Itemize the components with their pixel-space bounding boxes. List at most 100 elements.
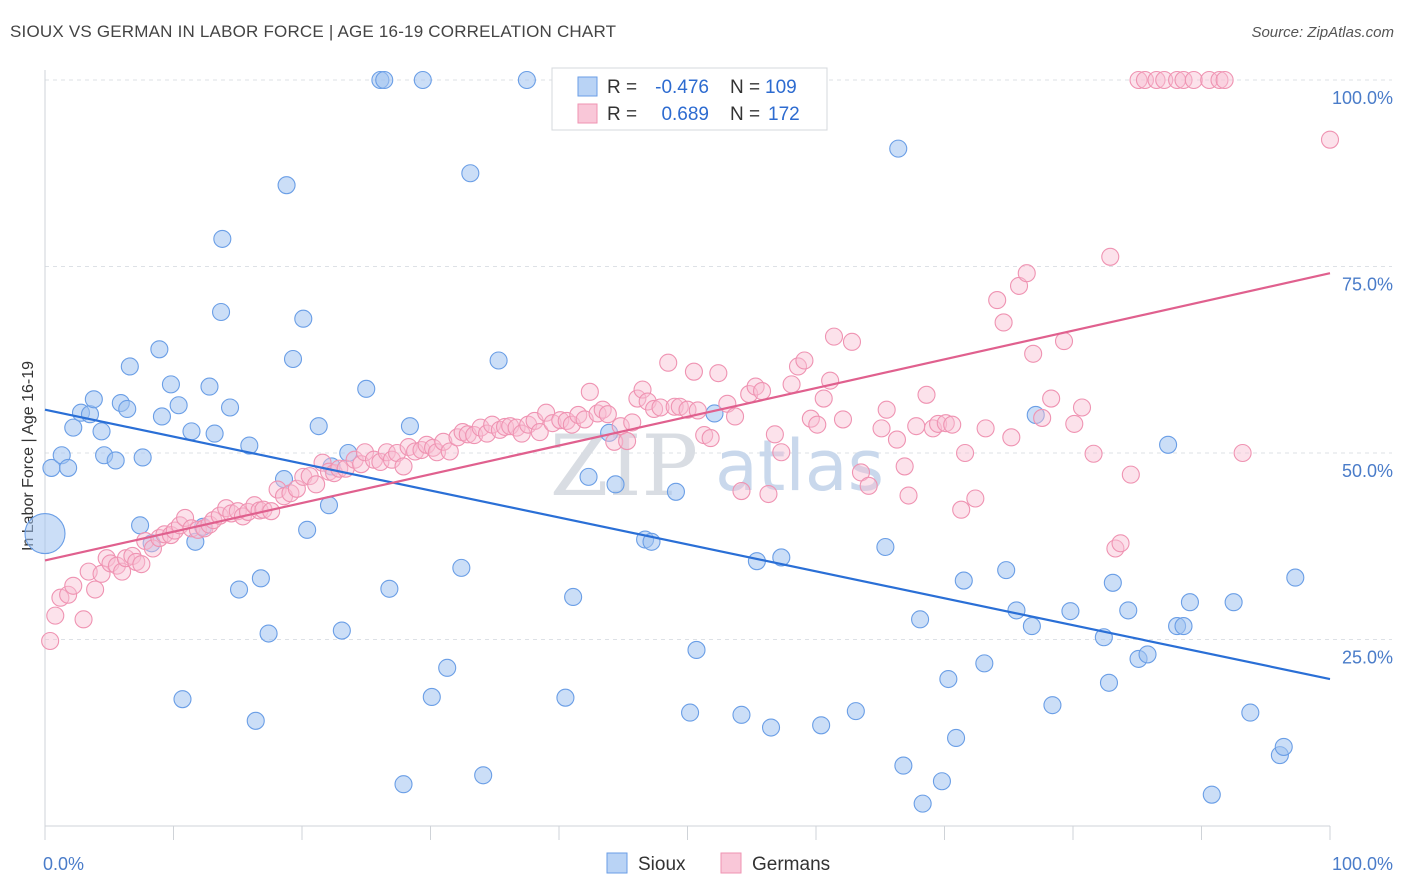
x-axis-ticks xyxy=(44,826,1331,840)
germans-point-129 xyxy=(824,327,844,346)
sioux-point-37 xyxy=(283,349,303,369)
germans-point-167 xyxy=(1147,70,1166,90)
sioux-point-19 xyxy=(161,375,180,394)
germans-point-66 xyxy=(427,443,446,462)
x-tick-label-max: 100.0% xyxy=(1332,854,1393,874)
sioux-point-51 xyxy=(400,417,419,436)
sioux-point-60 xyxy=(564,587,583,607)
sioux-point-22 xyxy=(182,422,201,441)
germans-point-120 xyxy=(765,425,784,444)
sioux-point-79 xyxy=(911,610,930,629)
sioux-point-76 xyxy=(876,537,895,557)
sioux-point-38 xyxy=(294,309,313,328)
sioux-point-81 xyxy=(932,772,951,791)
germans-point-107 xyxy=(678,400,697,419)
germans-point-119 xyxy=(759,484,778,504)
germans-point-139 xyxy=(907,417,926,436)
germans-point-133 xyxy=(859,476,878,495)
germans-point-83 xyxy=(530,423,549,442)
sioux-point-21 xyxy=(173,690,192,709)
germans-point-138 xyxy=(899,486,918,505)
germans-point-16 xyxy=(132,555,151,574)
germans-point-18 xyxy=(143,539,162,558)
sioux-point-50 xyxy=(413,70,432,90)
germans-point-122 xyxy=(782,375,801,394)
sioux-point-106 xyxy=(1274,737,1293,756)
germans-point-11 xyxy=(107,556,127,575)
sioux-point-95 xyxy=(1119,601,1138,620)
sioux-point-17 xyxy=(150,340,169,359)
germans-point-150 xyxy=(994,313,1013,332)
germans-point-131 xyxy=(842,332,862,351)
sioux-point-87 xyxy=(1007,601,1026,620)
germans-point-54 xyxy=(355,443,375,462)
germans-point-94 xyxy=(598,405,617,424)
y-tick-label-75: 75.0% xyxy=(1342,275,1393,295)
sioux-point-15 xyxy=(133,448,152,467)
germans-point-103 xyxy=(651,398,670,417)
sioux-point-88 xyxy=(1022,617,1041,636)
germans-legend-swatch xyxy=(577,103,598,124)
sioux-point-67 xyxy=(681,703,700,722)
sioux-point-77 xyxy=(889,139,908,158)
sioux-point-75 xyxy=(846,702,865,721)
germans-point-91 xyxy=(580,382,599,401)
germans-point-132 xyxy=(851,463,871,482)
sioux-point-101 xyxy=(1180,593,1199,612)
watermark: ZIP atlas xyxy=(550,417,884,515)
sioux-point-90 xyxy=(1043,696,1062,715)
sioux-point-83 xyxy=(947,728,966,748)
germans-point-68 xyxy=(440,442,459,461)
germans-point-134 xyxy=(872,419,891,438)
sioux-point-94 xyxy=(1103,573,1122,592)
germans-point-162 xyxy=(1106,539,1125,558)
sioux-point-80 xyxy=(913,794,932,813)
germans-point-111 xyxy=(701,429,720,448)
sioux-n-value: 109 xyxy=(765,77,797,98)
germans-point-126 xyxy=(808,415,827,434)
germans-point-155 xyxy=(1033,408,1052,427)
germans-n-value: 172 xyxy=(768,104,800,125)
germans-point-3 xyxy=(59,585,78,604)
germans-point-24 xyxy=(176,508,195,527)
grid-lines xyxy=(45,79,1392,640)
axes xyxy=(44,70,1331,840)
germans-point-0 xyxy=(41,631,60,651)
germans-point-153 xyxy=(1017,264,1036,283)
germans-point-46 xyxy=(307,475,326,494)
source-credit: Source: ZipAtlas.com xyxy=(1251,24,1394,41)
germans-point-142 xyxy=(929,414,948,433)
germans-point-118 xyxy=(752,382,772,401)
sioux-point-14 xyxy=(131,516,150,535)
y-tick-label-100: 100.0% xyxy=(1332,88,1393,108)
sioux-point-102 xyxy=(1202,785,1221,804)
sioux-point-13 xyxy=(120,357,139,376)
sioux-point-40 xyxy=(309,417,328,436)
sioux-legend-swatch xyxy=(577,76,598,97)
germans-point-12 xyxy=(113,562,132,581)
sioux-n-label: N = xyxy=(730,77,760,98)
sioux-point-28 xyxy=(213,229,232,248)
sioux-point-86 xyxy=(997,561,1016,580)
sioux-point-59 xyxy=(556,688,575,707)
sioux-point-10 xyxy=(106,451,125,470)
germans-point-147 xyxy=(966,489,985,508)
sioux-point-23 xyxy=(186,532,205,551)
sioux-point-91 xyxy=(1061,602,1080,621)
sioux-point-58 xyxy=(517,70,536,90)
sioux-point-55 xyxy=(461,164,480,183)
sioux-point-27 xyxy=(211,302,231,322)
y-tick-label-50: 50.0% xyxy=(1342,461,1393,481)
sioux-point-29 xyxy=(220,398,240,417)
y-axis-label: In Labor Force | Age 16-19 xyxy=(20,361,37,551)
germans-point-56 xyxy=(371,452,390,472)
germans-point-86 xyxy=(551,411,570,430)
germans-point-62 xyxy=(406,442,425,461)
sioux-point-20 xyxy=(169,396,188,415)
germans-point-31 xyxy=(217,499,236,518)
germans-point-157 xyxy=(1054,332,1074,351)
sioux-point-52 xyxy=(422,687,441,706)
sioux-point-104 xyxy=(1241,703,1260,722)
sioux-point-93 xyxy=(1099,673,1119,692)
sioux-point-98 xyxy=(1159,435,1178,454)
